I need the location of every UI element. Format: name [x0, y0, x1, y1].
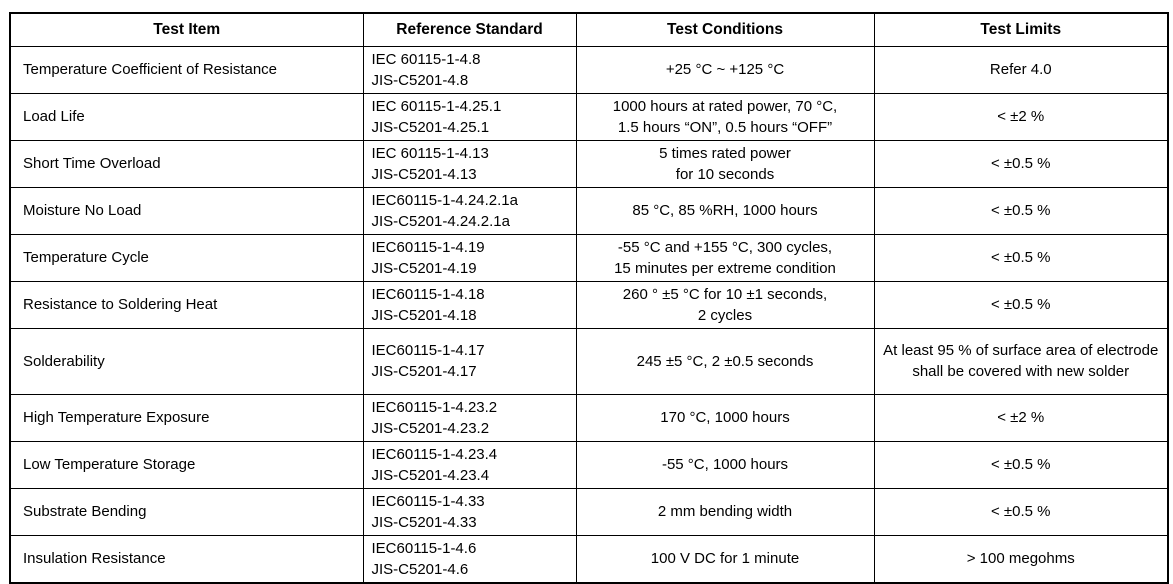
- cell-reference-standard: IEC60115-1-4.23.4 JIS-C5201-4.23.4: [362, 440, 577, 489]
- cell-test-limits: < ±0.5 %: [873, 440, 1169, 489]
- cell-test-conditions: -55 °C, 1000 hours: [575, 440, 875, 489]
- table-row: Temperature Coefficient of Resistance IE…: [9, 45, 1169, 94]
- cell-test-conditions: 5 times rated power for 10 seconds: [575, 139, 875, 188]
- cell-test-conditions: 100 V DC for 1 minute: [575, 534, 875, 583]
- cell-test-limits: < ±0.5 %: [873, 139, 1169, 188]
- cell-test-item: Substrate Bending: [9, 487, 364, 536]
- cell-test-conditions: 245 ±5 °C, 2 ±0.5 seconds: [575, 327, 875, 395]
- cell-test-item: Insulation Resistance: [9, 534, 364, 583]
- cell-test-item: Temperature Coefficient of Resistance: [9, 45, 364, 94]
- header-test-limits: Test Limits: [873, 12, 1169, 47]
- cell-test-conditions: 170 °C, 1000 hours: [575, 393, 875, 442]
- cell-test-conditions: +25 °C ~ +125 °C: [575, 45, 875, 94]
- cell-reference-standard: IEC60115-1-4.19 JIS-C5201-4.19: [362, 233, 577, 282]
- cell-reference-standard: IEC 60115-1-4.25.1 JIS-C5201-4.25.1: [362, 92, 577, 141]
- cell-test-conditions: 85 °C, 85 %RH, 1000 hours: [575, 186, 875, 235]
- cell-reference-standard: IEC60115-1-4.18 JIS-C5201-4.18: [362, 280, 577, 329]
- cell-test-limits: > 100 megohms: [873, 534, 1169, 583]
- cell-test-item: Low Temperature Storage: [9, 440, 364, 489]
- cell-test-limits: < ±0.5 %: [873, 233, 1169, 282]
- cell-test-item: Resistance to Soldering Heat: [9, 280, 364, 329]
- header-test-conditions: Test Conditions: [575, 12, 875, 47]
- table-row: Moisture No Load IEC60115-1-4.24.2.1a JI…: [9, 186, 1169, 235]
- table-row: High Temperature Exposure IEC60115-1-4.2…: [9, 393, 1169, 442]
- table-row: Resistance to Soldering Heat IEC60115-1-…: [9, 280, 1169, 329]
- cell-reference-standard: IEC 60115-1-4.8 JIS-C5201-4.8: [362, 45, 577, 94]
- cell-test-limits: < ±2 %: [873, 92, 1169, 141]
- table-row: Insulation Resistance IEC60115-1-4.6 JIS…: [9, 534, 1169, 583]
- table-row: Load Life IEC 60115-1-4.25.1 JIS-C5201-4…: [9, 92, 1169, 141]
- header-reference-standard: Reference Standard: [362, 12, 577, 47]
- table-row: Short Time Overload IEC 60115-1-4.13 JIS…: [9, 139, 1169, 188]
- table-row: Low Temperature Storage IEC60115-1-4.23.…: [9, 440, 1169, 489]
- cell-test-item: Load Life: [9, 92, 364, 141]
- cell-test-item: High Temperature Exposure: [9, 393, 364, 442]
- cell-test-limits: < ±0.5 %: [873, 186, 1169, 235]
- cell-test-conditions: -55 °C and +155 °C, 300 cycles, 15 minut…: [575, 233, 875, 282]
- cell-test-limits: Refer 4.0: [873, 45, 1169, 94]
- cell-test-limits: At least 95 % of surface area of electro…: [873, 327, 1169, 395]
- cell-reference-standard: IEC60115-1-4.24.2.1a JIS-C5201-4.24.2.1a: [362, 186, 577, 235]
- cell-test-conditions: 260 ° ±5 °C for 10 ±1 seconds, 2 cycles: [575, 280, 875, 329]
- cell-test-conditions: 2 mm bending width: [575, 487, 875, 536]
- cell-test-conditions: 1000 hours at rated power, 70 °C, 1.5 ho…: [575, 92, 875, 141]
- cell-reference-standard: IEC60115-1-4.17 JIS-C5201-4.17: [362, 327, 577, 395]
- cell-reference-standard: IEC60115-1-4.33 JIS-C5201-4.33: [362, 487, 577, 536]
- table-row: Solderability IEC60115-1-4.17 JIS-C5201-…: [9, 327, 1169, 395]
- table-row: Temperature Cycle IEC60115-1-4.19 JIS-C5…: [9, 233, 1169, 282]
- cell-reference-standard: IEC60115-1-4.6 JIS-C5201-4.6: [362, 534, 577, 583]
- header-row: Test Item Reference Standard Test Condit…: [9, 12, 1169, 47]
- header-test-item: Test Item: [9, 12, 364, 47]
- cell-reference-standard: IEC60115-1-4.23.2 JIS-C5201-4.23.2: [362, 393, 577, 442]
- table-row: Substrate Bending IEC60115-1-4.33 JIS-C5…: [9, 487, 1169, 536]
- cell-test-item: Temperature Cycle: [9, 233, 364, 282]
- datasheet-page: Test Item Reference Standard Test Condit…: [9, 12, 1169, 584]
- cell-test-item: Short Time Overload: [9, 139, 364, 188]
- cell-reference-standard: IEC 60115-1-4.13 JIS-C5201-4.13: [362, 139, 577, 188]
- cell-test-limits: < ±2 %: [873, 393, 1169, 442]
- cell-test-item: Moisture No Load: [9, 186, 364, 235]
- cell-test-limits: < ±0.5 %: [873, 487, 1169, 536]
- test-spec-table: Test Item Reference Standard Test Condit…: [9, 12, 1169, 584]
- cell-test-limits: < ±0.5 %: [873, 280, 1169, 329]
- cell-test-item: Solderability: [9, 327, 364, 395]
